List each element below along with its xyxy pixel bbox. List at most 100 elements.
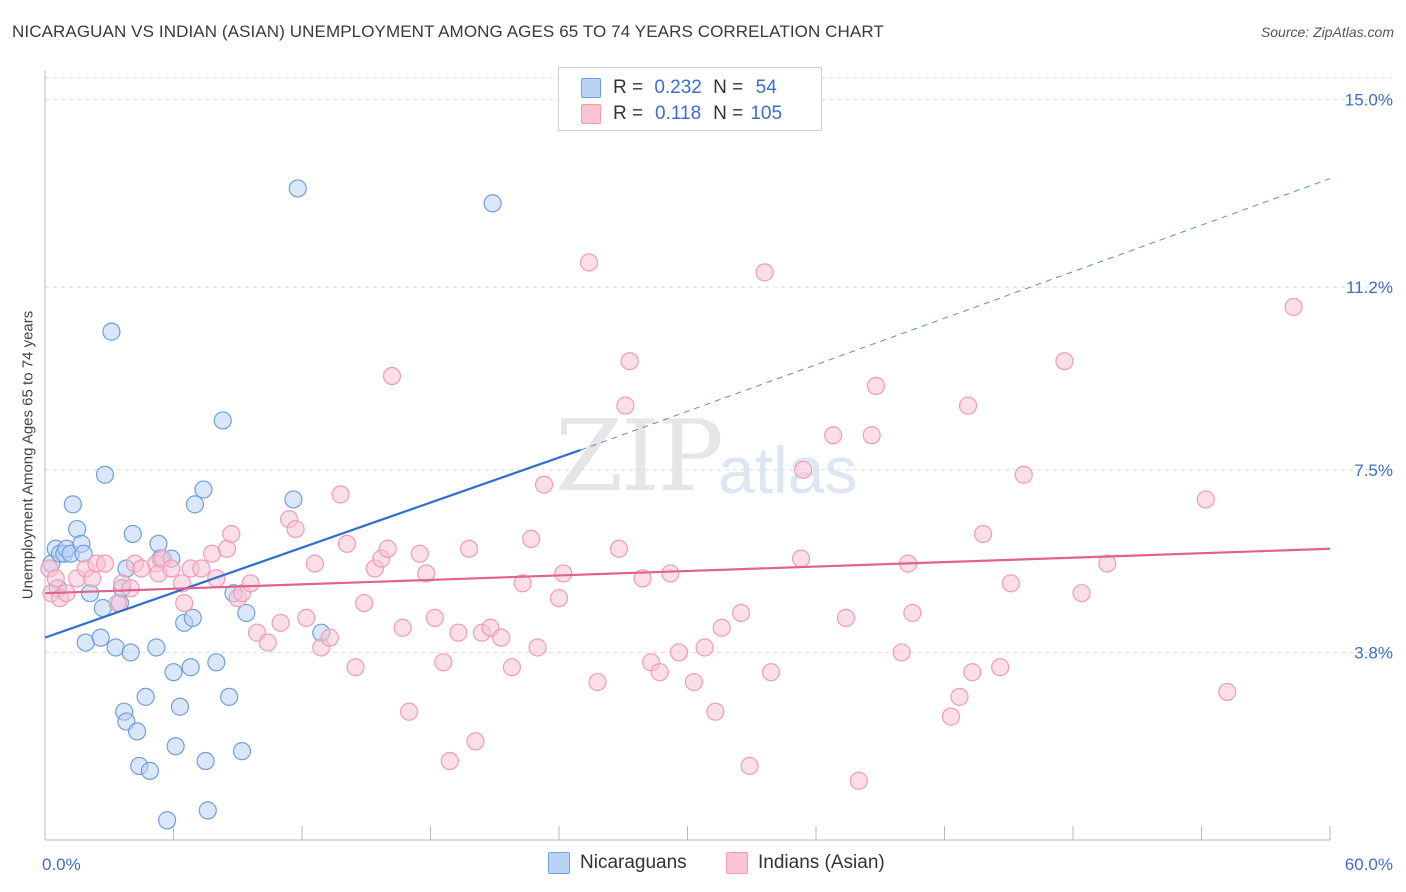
x-tick-label: 60.0%	[1345, 855, 1393, 874]
point-nicaraguans	[102, 322, 121, 341]
point-indians	[862, 426, 881, 445]
point-indians	[466, 732, 485, 751]
n-value: 105	[750, 103, 783, 124]
point-indians	[761, 663, 781, 682]
point-nicaraguans	[123, 524, 142, 544]
legend-swatch-nicaraguans	[548, 852, 570, 874]
point-nicaraguans	[237, 603, 256, 623]
point-nicaraguans	[198, 801, 217, 820]
point-indians	[1072, 584, 1091, 603]
point-indians	[492, 628, 511, 647]
point-indians	[305, 554, 324, 573]
x-tick-label: 0.0%	[42, 855, 81, 874]
point-nicaraguans	[127, 722, 147, 741]
point-nicaraguans	[185, 495, 205, 514]
r-value: 0.118	[655, 103, 702, 124]
point-nicaraguans	[80, 584, 100, 603]
y-tick-label: 3.8%	[1354, 643, 1393, 662]
legend-swatch-nicaraguans	[581, 78, 601, 98]
point-indians	[620, 352, 639, 371]
point-indians	[650, 663, 669, 682]
point-indians	[399, 702, 419, 721]
point-indians	[286, 519, 305, 539]
point-indians	[46, 569, 65, 588]
point-indians	[513, 574, 532, 593]
n-value: 54	[755, 77, 777, 98]
point-indians	[1055, 352, 1074, 371]
point-indians	[755, 263, 774, 282]
point-indians	[866, 376, 886, 395]
point-nicaraguans	[483, 194, 502, 213]
point-indians	[958, 396, 978, 415]
r-label: R =	[613, 77, 644, 98]
point-indians	[892, 643, 911, 662]
point-indians	[534, 475, 554, 494]
point-indians	[393, 618, 412, 637]
n-label: N =	[713, 103, 744, 124]
point-indians	[706, 702, 725, 721]
point-indians	[1196, 490, 1215, 509]
point-indians	[695, 638, 714, 657]
point-indians	[549, 589, 569, 608]
point-indians	[175, 593, 194, 613]
point-indians	[794, 460, 813, 479]
point-nicaraguans	[220, 687, 239, 706]
n-label: N =	[713, 77, 744, 98]
point-indians	[346, 658, 365, 677]
point-nicaraguans	[170, 697, 190, 716]
point-indians	[633, 569, 652, 588]
point-nicaraguans	[284, 490, 303, 509]
point-nicaraguans	[140, 761, 160, 780]
point-indians	[579, 253, 599, 272]
legend-label-indians: Indians (Asian)	[758, 852, 885, 873]
point-nicaraguans	[181, 658, 200, 677]
point-indians	[661, 564, 680, 583]
trend-line-indians	[44, 547, 1331, 595]
point-nicaraguans	[196, 751, 215, 771]
data-points	[40, 179, 1303, 830]
y-tick-label: 15.0%	[1345, 91, 1393, 110]
point-indians	[731, 603, 751, 623]
point-indians	[95, 554, 115, 573]
point-indians	[616, 396, 635, 415]
legend-label-nicaraguans: Nicaraguans	[580, 852, 687, 873]
point-indians	[963, 663, 982, 682]
point-indians	[440, 751, 459, 771]
point-indians	[320, 628, 339, 647]
legend-item-nicaraguans[interactable]: Nicaraguans	[548, 852, 687, 874]
legend-swatch-indians	[581, 104, 601, 124]
r-value: 0.232	[654, 77, 702, 98]
point-indians	[410, 544, 429, 563]
watermark-zip: ZIP	[555, 400, 724, 514]
point-indians	[950, 687, 969, 706]
r-label: R =	[613, 103, 644, 124]
point-nicaraguans	[147, 638, 166, 657]
point-indians	[849, 771, 868, 790]
point-indians	[425, 608, 444, 627]
point-nicaraguans	[213, 411, 232, 430]
point-indians	[991, 658, 1010, 677]
point-indians	[740, 756, 759, 776]
series-legend: Nicaraguans Indians (Asian)	[0, 852, 1406, 878]
point-indians	[459, 539, 479, 558]
point-indians	[824, 426, 843, 445]
point-nicaraguans	[121, 643, 140, 662]
point-indians	[222, 524, 241, 544]
legend-item-indians[interactable]: Indians (Asian)	[726, 852, 885, 874]
point-indians	[162, 559, 181, 578]
point-indians	[973, 524, 993, 544]
point-nicaraguans	[166, 737, 185, 756]
point-indians	[192, 559, 211, 578]
y-tick-label: 11.2%	[1346, 278, 1393, 297]
stats-row-nicaraguans: R = 0.232 N = 54	[581, 76, 789, 100]
point-nicaraguans	[232, 742, 252, 761]
point-indians	[903, 603, 922, 623]
trend-line-nicaraguans	[44, 449, 581, 639]
point-indians	[502, 658, 521, 677]
point-indians	[121, 579, 140, 598]
point-indians	[554, 564, 573, 583]
point-nicaraguans	[164, 663, 183, 682]
point-indians	[331, 485, 350, 504]
point-indians	[836, 608, 856, 627]
